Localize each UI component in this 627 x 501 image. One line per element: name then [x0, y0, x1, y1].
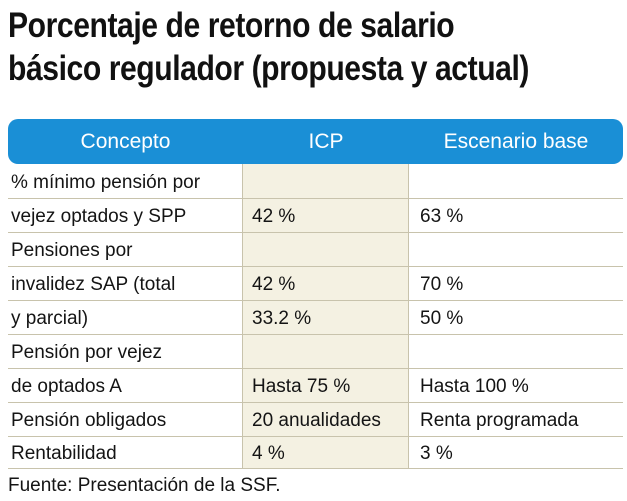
table-row: invalidez SAP (total 42 % 70 % — [0, 268, 627, 302]
table-row: y parcial) 33.2 % 50 % — [0, 302, 627, 336]
cell-concepto: de optados A — [11, 376, 122, 397]
cell-icp: 42 % — [252, 274, 296, 295]
cell-escenario-base: 50 % — [420, 308, 464, 329]
cell-concepto: y parcial) — [11, 308, 89, 329]
table-row: Pensión obligados 20 anualidades Renta p… — [0, 404, 627, 438]
title-line-2: básico regulador (propuesta y actual) — [8, 49, 529, 88]
cell-concepto: Pensión obligados — [11, 410, 167, 431]
table-row: de optados A Hasta 75 % Hasta 100 % — [0, 370, 627, 404]
cell-escenario-base: 3 % — [420, 443, 453, 464]
table-row: vejez optados y SPP 42 % 63 % — [0, 200, 627, 234]
column-divider — [242, 164, 243, 468]
cell-escenario-base: Hasta 100 % — [420, 376, 529, 397]
cell-concepto: Pensión por vejez — [11, 342, 163, 363]
cell-concepto: invalidez SAP (total — [11, 274, 176, 295]
chart-title: Porcentaje de retorno de salario básico … — [8, 4, 537, 90]
row-divider — [8, 368, 623, 369]
icp-column-shading — [242, 164, 409, 468]
cell-escenario-base: 63 % — [420, 206, 464, 227]
table-row: Pensión por vejez — [0, 336, 627, 370]
cell-icp: 20 anualidades — [252, 410, 381, 431]
cell-concepto: Pensiones por — [11, 240, 133, 261]
cell-escenario-base: Renta programada — [420, 410, 579, 431]
cell-concepto: vejez optados y SPP — [11, 206, 187, 227]
row-divider — [8, 300, 623, 301]
row-divider — [8, 266, 623, 267]
row-divider — [8, 198, 623, 199]
cell-icp: 42 % — [252, 206, 296, 227]
cell-icp: 4 % — [252, 443, 285, 464]
table-header: Concepto ICP Escenario base — [8, 119, 623, 164]
header-escenario-base: Escenario base — [443, 130, 589, 153]
row-divider — [8, 334, 623, 335]
column-divider — [408, 164, 409, 468]
cell-concepto: % mínimo pensión por — [11, 172, 201, 193]
table-row: % mínimo pensión por — [0, 166, 627, 200]
row-divider — [8, 468, 623, 469]
row-divider — [8, 436, 623, 437]
header-concepto: Concepto — [80, 130, 171, 153]
cell-icp: Hasta 75 % — [252, 376, 351, 397]
cell-icp: 33.2 % — [252, 308, 312, 329]
row-divider — [8, 232, 623, 233]
title-line-1: Porcentaje de retorno de salario — [8, 6, 455, 45]
source-note: Fuente: Presentación de la SSF. — [8, 475, 281, 496]
cell-escenario-base: 70 % — [420, 274, 464, 295]
table-row: Pensiones por — [0, 234, 627, 268]
row-divider — [8, 402, 623, 403]
table-row: Rentabilidad 4 % 3 % — [0, 437, 627, 471]
header-icp: ICP — [308, 130, 344, 153]
cell-concepto: Rentabilidad — [11, 443, 117, 464]
